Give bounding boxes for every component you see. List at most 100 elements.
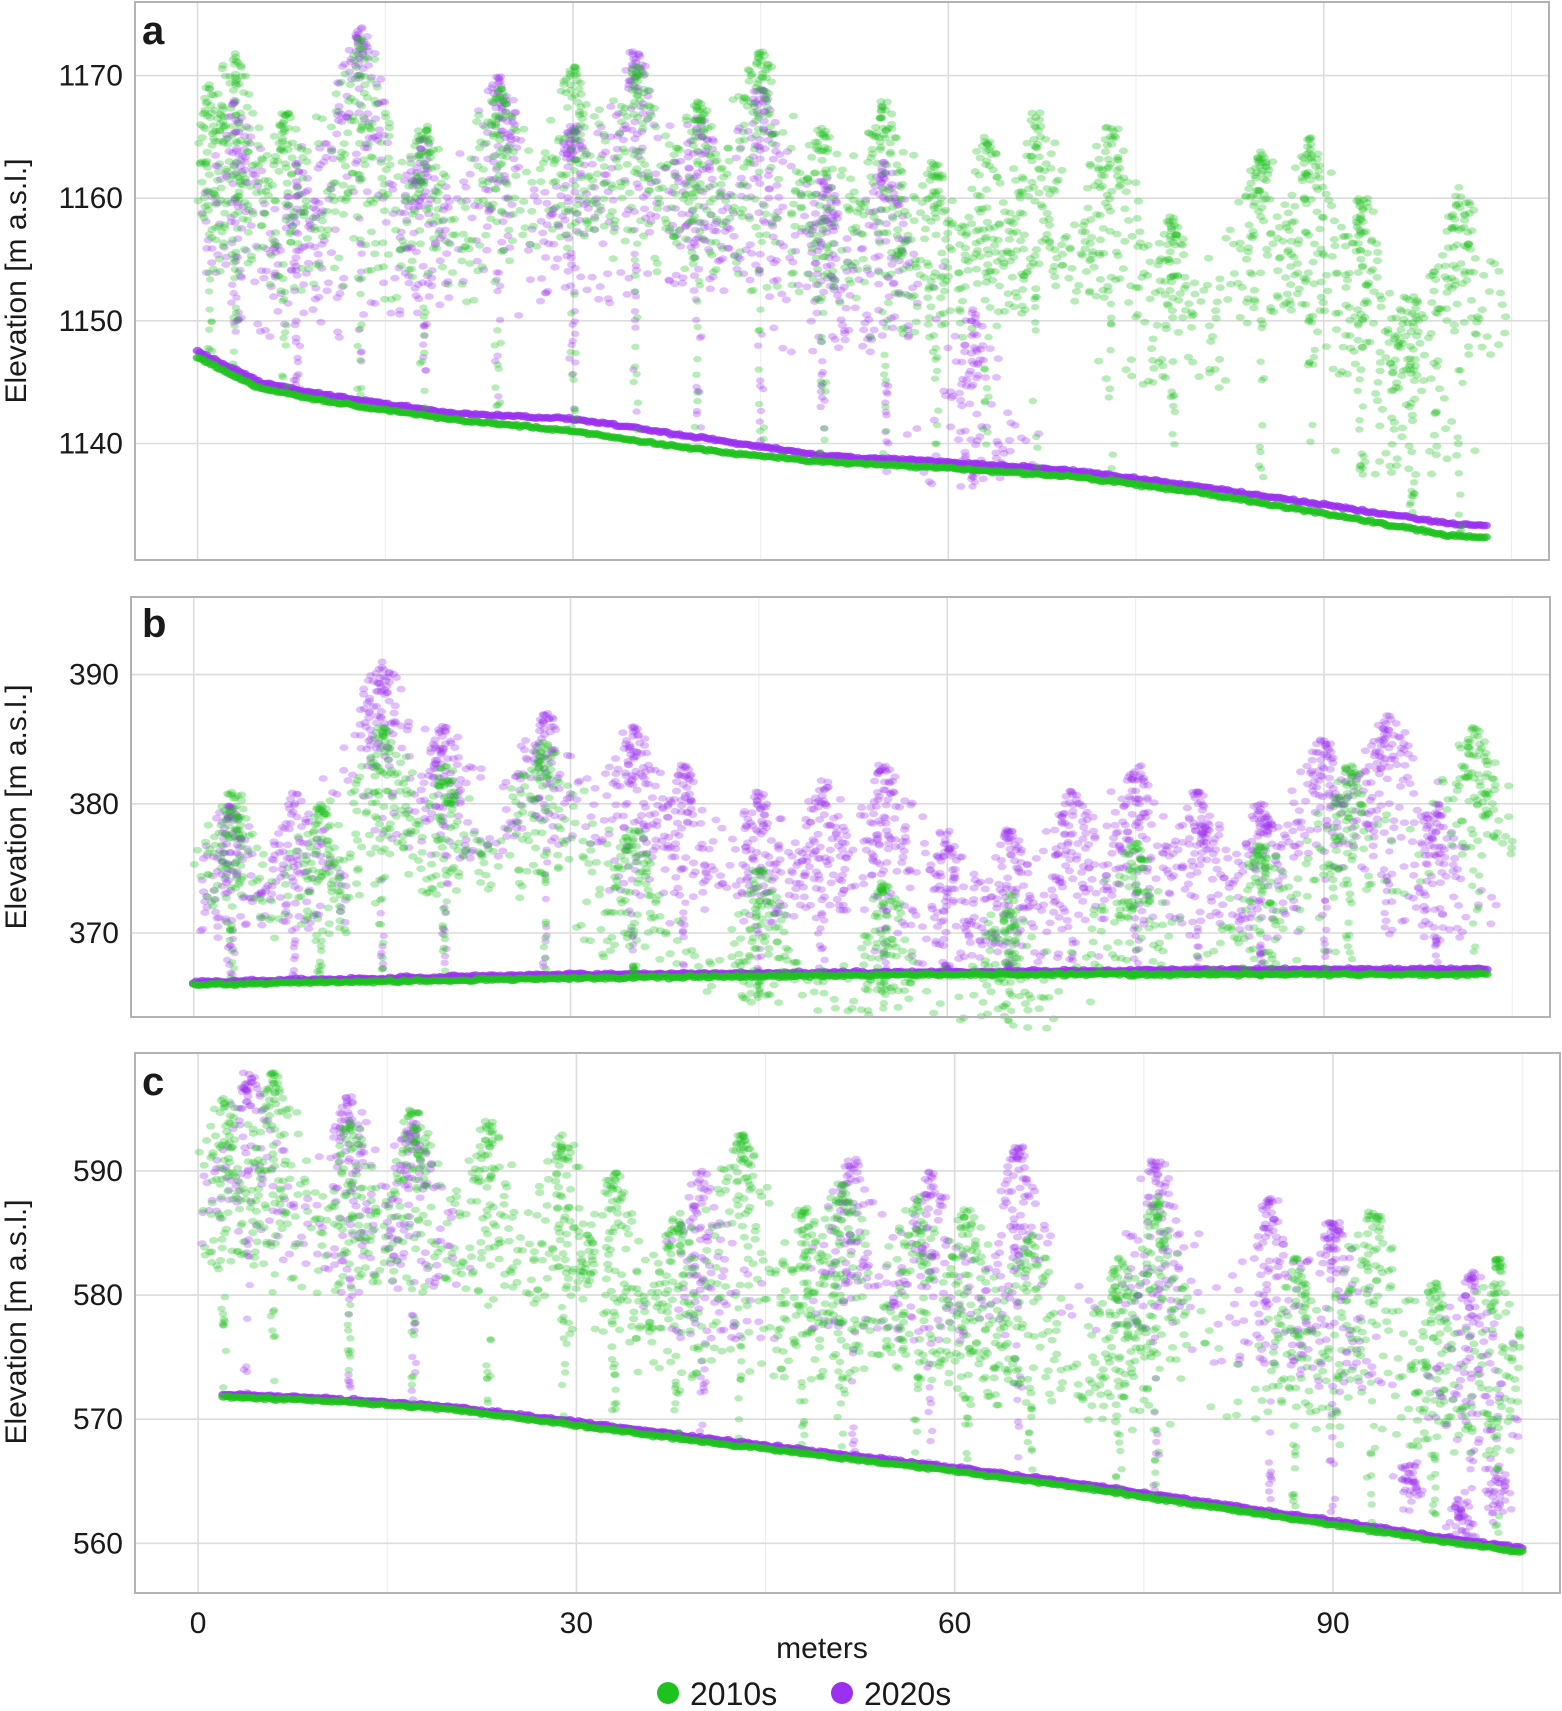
point-2020s: [850, 304, 860, 312]
point-2020s: [387, 181, 397, 189]
point-2010s: [441, 173, 451, 181]
point-2010s: [1375, 458, 1385, 465]
point-2010s: [926, 158, 936, 166]
point-2010s: [875, 146, 885, 154]
point-2010s: [1257, 377, 1266, 384]
point-2010s: [279, 373, 288, 381]
point-2010s: [414, 154, 424, 162]
point-2010s: [1477, 343, 1487, 351]
point-2020s: [351, 34, 361, 41]
point-2010s: [789, 269, 799, 277]
point-2020s: [251, 178, 261, 186]
point-2010s: [346, 94, 356, 102]
point-2010s: [280, 329, 290, 336]
point-2010s: [1152, 321, 1162, 329]
point-2010s: [1452, 300, 1462, 308]
point-2010s: [1106, 320, 1116, 327]
point-2010s: [711, 266, 721, 273]
point-2010s: [1074, 281, 1084, 289]
point-2010s: [230, 274, 239, 282]
point-2020s: [977, 322, 987, 330]
point-2020s: [634, 50, 644, 57]
point-2010s: [1188, 311, 1199, 318]
point-2020s: [378, 195, 388, 202]
point-2010s: [1442, 317, 1452, 324]
point-2010s: [1080, 228, 1090, 236]
point-2010s: [957, 297, 968, 305]
point-2010s: [1188, 358, 1198, 366]
point-2020s: [297, 190, 307, 198]
point-2010s: [1143, 241, 1153, 249]
point-2020s: [221, 261, 231, 268]
point-2010s: [335, 153, 346, 161]
point-2010s: [397, 158, 407, 166]
point-2010s: [1007, 273, 1018, 281]
point-2010s: [1429, 431, 1439, 439]
point-2010s: [595, 203, 605, 211]
point-2010s: [1318, 213, 1328, 221]
point-2010s: [242, 103, 252, 111]
point-2020s: [291, 193, 301, 201]
point-2010s: [370, 55, 380, 63]
point-2010s: [356, 290, 365, 298]
point-2010s: [616, 183, 626, 191]
point-2010s: [1229, 270, 1239, 277]
point-2020s: [754, 342, 763, 349]
point-2010s: [331, 107, 342, 115]
point-2020s: [200, 189, 210, 197]
point-2010s: [1389, 426, 1399, 433]
point-2010s: [1256, 213, 1266, 221]
point-2010s: [226, 104, 236, 112]
point-2010s: [813, 281, 823, 288]
point-2010s: [426, 218, 436, 226]
point-2010s: [573, 201, 583, 209]
point-2020s: [419, 136, 429, 144]
point-2020s: [287, 267, 297, 274]
point-2020s: [415, 197, 425, 205]
point-2010s: [820, 425, 829, 432]
point-2010s: [705, 198, 715, 206]
point-2010s: [488, 200, 498, 208]
point-2020s: [242, 123, 252, 131]
point-2010s: [511, 127, 521, 135]
point-2010s: [1306, 195, 1316, 203]
point-2010s: [527, 208, 537, 215]
point-2020s: [234, 309, 243, 316]
point-2020s: [236, 114, 247, 122]
point-2020s: [366, 299, 376, 306]
point-2010s: [883, 317, 892, 324]
point-2010s: [778, 129, 788, 136]
point-2020s: [356, 349, 365, 356]
point-2010s: [1273, 267, 1283, 275]
point-2020s: [373, 100, 383, 107]
point-2010s: [294, 190, 304, 198]
point-2020s: [427, 274, 437, 282]
point-2010s: [1341, 284, 1351, 291]
point-2020s: [544, 240, 554, 248]
point-2020s: [310, 295, 320, 303]
point-2010s: [1497, 301, 1507, 308]
point-2010s: [1023, 268, 1033, 275]
point-2020s: [808, 347, 818, 355]
point-2010s: [1179, 285, 1189, 292]
point-2010s: [1456, 491, 1465, 498]
point-2020s: [216, 176, 226, 183]
point-2020s: [363, 62, 373, 69]
point-2010s: [1446, 274, 1457, 282]
point-2010s: [378, 239, 388, 247]
point-2010s: [370, 250, 380, 258]
point-2010s: [491, 384, 500, 391]
point-2010s: [754, 55, 764, 62]
point-2010s: [881, 362, 890, 370]
point-2010s: [353, 274, 363, 282]
point-2010s: [1019, 231, 1029, 239]
point-2020s: [228, 281, 237, 288]
point-2010s: [1409, 322, 1419, 330]
point-2010s: [628, 102, 638, 110]
point-2020s: [371, 115, 381, 122]
point-2010s: [376, 139, 386, 146]
point-2010s: [573, 98, 583, 106]
point-2010s: [690, 423, 699, 431]
point-2020s: [395, 234, 405, 241]
